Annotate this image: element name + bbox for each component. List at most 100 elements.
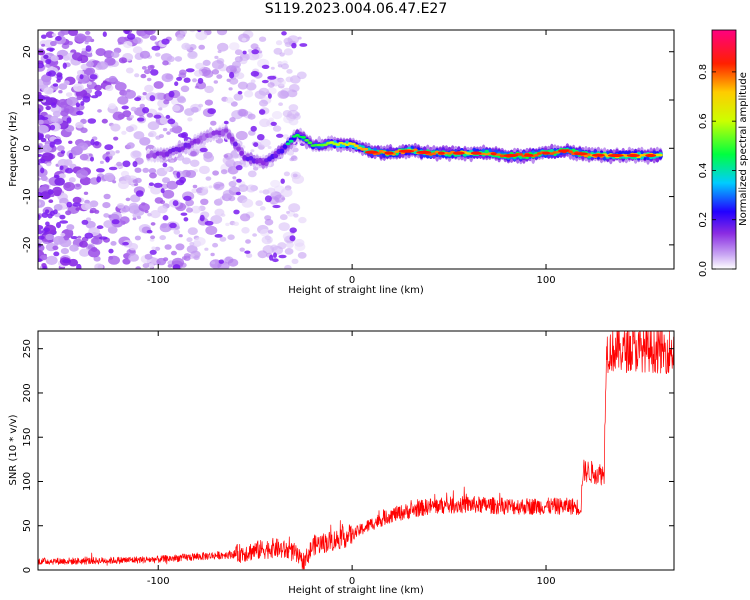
noise-blob bbox=[38, 243, 42, 248]
spectrogram-frame bbox=[37, 29, 675, 270]
ridge-mark bbox=[568, 150, 573, 154]
noise-blob bbox=[287, 109, 299, 120]
noise-speck bbox=[65, 167, 74, 174]
noise-speck bbox=[68, 152, 73, 160]
noise-blob bbox=[95, 48, 106, 57]
noise-blob bbox=[75, 121, 84, 129]
noise-blob bbox=[259, 36, 267, 42]
noise-blob bbox=[267, 187, 276, 194]
noise-blob bbox=[233, 93, 244, 101]
noise-speck bbox=[108, 248, 114, 254]
noise-speck bbox=[175, 179, 185, 186]
noise-speck bbox=[111, 219, 120, 225]
noise-blob bbox=[185, 199, 195, 207]
noise-blob bbox=[186, 237, 193, 243]
noise-speck bbox=[197, 77, 204, 84]
noise-blob bbox=[204, 247, 209, 251]
ridge-peak bbox=[364, 150, 379, 154]
noise-speck bbox=[38, 134, 44, 140]
noise-speck bbox=[46, 47, 55, 52]
noise-blob bbox=[53, 204, 63, 211]
noise-blob bbox=[57, 98, 69, 108]
noise-blob bbox=[270, 179, 281, 188]
noise-blob bbox=[280, 187, 293, 198]
noise-blob bbox=[189, 30, 196, 33]
noise-speck bbox=[38, 214, 41, 221]
noise-blob bbox=[172, 105, 181, 112]
noise-blob bbox=[297, 252, 307, 259]
noise-speck bbox=[134, 97, 142, 102]
noise-blob bbox=[135, 266, 142, 269]
noise-speck bbox=[38, 63, 44, 69]
noise-speck bbox=[53, 251, 60, 257]
noise-blob bbox=[227, 166, 239, 175]
noise-speck bbox=[82, 96, 91, 103]
noise-speck bbox=[52, 83, 59, 87]
noise-blob bbox=[151, 246, 156, 250]
spectrogram-noise bbox=[38, 30, 308, 269]
noise-blob bbox=[154, 246, 161, 251]
noise-speck bbox=[47, 189, 54, 195]
noise-blob bbox=[52, 110, 62, 118]
ridge-peak bbox=[626, 153, 640, 158]
noise-blob bbox=[107, 150, 116, 157]
noise-blob bbox=[245, 239, 251, 244]
noise-blob bbox=[144, 84, 154, 93]
noise-blob bbox=[74, 33, 87, 43]
noise-blob bbox=[219, 236, 227, 242]
noise-speck bbox=[172, 264, 181, 269]
noise-blob bbox=[184, 44, 191, 49]
noise-blob bbox=[270, 244, 278, 251]
noise-blob bbox=[41, 144, 52, 153]
noise-blob bbox=[63, 159, 73, 166]
noise-speck bbox=[81, 219, 89, 225]
noise-blob bbox=[264, 218, 274, 226]
noise-blob bbox=[132, 213, 139, 218]
noise-blob bbox=[162, 177, 170, 184]
ridge-mark bbox=[350, 142, 356, 146]
ridge-peak bbox=[398, 149, 415, 153]
noise-speck bbox=[272, 204, 281, 209]
ridge-mark bbox=[354, 144, 359, 147]
noise-blob bbox=[76, 169, 89, 179]
noise-speck bbox=[242, 50, 247, 55]
noise-speck bbox=[56, 74, 63, 81]
noise-blob bbox=[277, 61, 283, 65]
noise-blob bbox=[103, 193, 111, 200]
noise-speck bbox=[160, 188, 165, 194]
noise-speck bbox=[270, 121, 277, 126]
noise-blob bbox=[60, 30, 71, 35]
noise-speck bbox=[233, 209, 240, 215]
noise-blob bbox=[283, 171, 290, 177]
noise-blob bbox=[103, 50, 115, 59]
noise-blob bbox=[43, 87, 54, 95]
ridge-mark bbox=[335, 143, 341, 146]
ridge-mark bbox=[239, 150, 245, 156]
noise-speck bbox=[38, 229, 44, 235]
noise-speck bbox=[76, 110, 84, 116]
noise-speck bbox=[149, 249, 157, 255]
noise-blob bbox=[202, 59, 211, 66]
x-tick-label: -100 bbox=[147, 576, 170, 587]
noise-blob bbox=[107, 226, 118, 234]
noise-speck bbox=[62, 62, 67, 69]
noise-speck bbox=[199, 147, 208, 153]
noise-blob bbox=[150, 185, 162, 195]
noise-blob bbox=[38, 119, 44, 125]
noise-blob bbox=[94, 209, 100, 214]
noise-blob bbox=[147, 132, 154, 137]
noise-blob bbox=[69, 244, 79, 252]
noise-speck bbox=[146, 229, 153, 234]
noise-blob bbox=[290, 155, 298, 162]
noise-blob bbox=[278, 222, 290, 232]
noise-blob bbox=[112, 180, 117, 184]
noise-blob bbox=[245, 82, 257, 91]
noise-blob bbox=[79, 153, 89, 161]
noise-speck bbox=[142, 107, 150, 114]
noise-blob bbox=[170, 250, 177, 256]
noise-blob bbox=[147, 121, 160, 131]
noise-speck bbox=[137, 117, 145, 122]
noise-blob bbox=[210, 252, 215, 257]
noise-blob bbox=[178, 72, 187, 79]
noise-blob bbox=[235, 72, 245, 80]
